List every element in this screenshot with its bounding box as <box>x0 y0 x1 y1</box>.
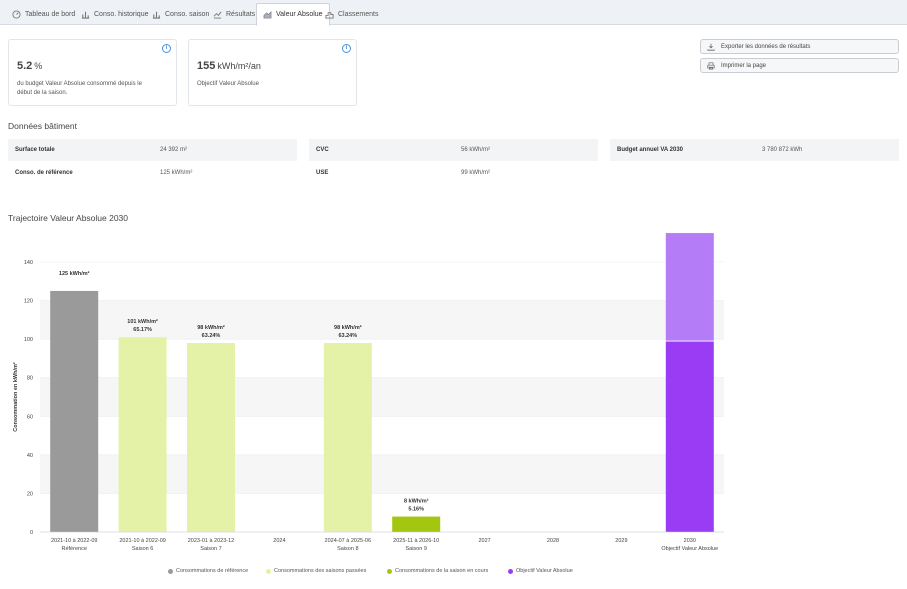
grid-band <box>40 300 724 340</box>
data-use: USE 99 kWh/m² <box>309 162 598 184</box>
legend-item-reference[interactable]: Consommations de référence <box>168 568 248 574</box>
x-tick-label: 2024-07 à 2025-06 <box>325 538 371 544</box>
x-tick-label: 2028 <box>547 538 559 544</box>
tab-valeur-absolue[interactable]: Valeur Absolue <box>256 3 330 26</box>
tab-label: Conso. historique <box>94 10 149 18</box>
tab-conso-saison[interactable]: Conso. saison <box>146 3 215 25</box>
kpi-budget-consumed: i 5.2% du budget Valeur Absolue consommé… <box>8 39 177 106</box>
x-tick-sublabel: Saison 9 <box>405 546 426 552</box>
tab-conso-historique[interactable]: Conso. historique <box>75 3 154 25</box>
bar-chart-icon <box>152 11 161 19</box>
chart-legend: Consommations de référence Consommations… <box>0 568 907 578</box>
printer-icon <box>707 61 715 70</box>
legend-item-current[interactable]: Consommations de la saison en cours <box>387 568 488 574</box>
x-tick-sublabel: Objectif Valeur Absolue <box>661 546 718 552</box>
x-tick-label: 2029 <box>615 538 627 544</box>
data-label-value: 101 kWh/m² <box>127 318 158 325</box>
tab-tableau-de-bord[interactable]: Tableau de bord <box>6 3 81 25</box>
kpi-value: 5.2% <box>17 60 43 72</box>
bar-objective-remaining <box>665 233 714 342</box>
data-label-value: 98 kWh/m² <box>197 324 225 331</box>
x-tick-label: 2030 <box>684 538 696 544</box>
y-tick-label: 60 <box>27 414 33 420</box>
bar-reference <box>50 290 99 532</box>
x-tick-label: 2023-01 à 2023-12 <box>188 538 234 544</box>
data-label-percent: 65.17% <box>133 327 152 333</box>
x-tick-sublabel: Saison 8 <box>337 546 358 552</box>
y-tick-label: 140 <box>24 260 33 266</box>
print-page-button[interactable]: Imprimer la page <box>700 58 899 73</box>
x-tick-label: 2021-10 à 2022-09 <box>51 538 97 544</box>
bar-past <box>323 343 372 532</box>
podium-icon <box>325 11 334 19</box>
trajectory-chart: 0 20 40 60 80 100 120 140 Consommation en kWh/m²… <box>12 233 724 552</box>
data-label-value: 98 kWh/m² <box>334 324 362 331</box>
data-label-value: 8 kWh/m² <box>404 498 429 505</box>
kpi-description: du budget Valeur Absolue consommé depuis… <box>17 81 142 96</box>
export-results-button[interactable]: Exporter les données de résultats <box>700 39 899 54</box>
tab-label: Résultats <box>226 10 256 18</box>
download-icon <box>707 43 715 51</box>
kpi-objective: i 155 kWh/m²/an Objectif Valeur Absolue <box>188 39 357 106</box>
y-tick-label: 0 <box>30 530 33 536</box>
legend-item-past[interactable]: Consommations des saisons passées <box>266 568 366 574</box>
y-axis-label: Consommation en kWh/m² <box>12 362 19 432</box>
y-tick-label: 120 <box>24 299 33 305</box>
data-label-percent: 63.24% <box>202 333 221 339</box>
y-tick-label: 20 <box>27 491 33 497</box>
bar-past <box>118 337 167 532</box>
x-tick-label: 2025-11 à 2026-10 <box>393 538 439 544</box>
bar-objective <box>665 341 714 532</box>
data-surface-totale: Surface totale 24 392 m² <box>8 139 297 161</box>
kpi-value: 155 kWh/m²/an <box>197 60 261 72</box>
legend-item-objective[interactable]: Objectif Valeur Absolue <box>508 568 573 574</box>
area-chart-icon <box>263 11 272 19</box>
kpi-description: Objectif Valeur Absolue <box>197 81 259 87</box>
info-icon[interactable]: i <box>342 44 351 53</box>
data-label-value: 125 kWh/m² <box>59 270 90 277</box>
tab-label: Classements <box>338 10 379 18</box>
data-label-percent: 63.24% <box>338 333 357 339</box>
y-tick-label: 100 <box>24 337 33 343</box>
x-tick-label: 2021-10 à 2022-09 <box>119 538 165 544</box>
tab-label: Conso. saison <box>165 10 210 18</box>
bar-current <box>392 516 441 532</box>
dashboard-icon <box>12 9 21 19</box>
tab-bar: Tableau de bord Conso. historique Conso.… <box>0 0 907 26</box>
x-tick-label: 2027 <box>478 538 490 544</box>
y-tick-label: 40 <box>27 453 33 459</box>
bar-past <box>187 343 235 532</box>
x-tick-sublabel: Référence <box>62 546 87 552</box>
building-data-title: Données bâtiment <box>8 121 77 131</box>
data-budget-annuel: Budget annuel VA 2030 3 780 872 kWh <box>610 139 899 161</box>
x-tick-sublabel: Saison 6 <box>132 546 153 552</box>
info-icon[interactable]: i <box>162 44 171 53</box>
chart-title: Trajectoire Valeur Absolue 2030 <box>8 213 129 223</box>
x-tick-label: 2024 <box>273 538 285 544</box>
data-label-percent: 5.16% <box>408 507 424 513</box>
y-tick-label: 80 <box>27 376 33 382</box>
tab-label: Tableau de bord <box>25 10 76 18</box>
data-cvc: CVC 56 kWh/m² <box>309 139 598 161</box>
line-chart-icon <box>213 11 222 19</box>
tab-classements[interactable]: Classements <box>319 3 384 25</box>
data-conso-reference: Conso. de référence 125 kWh/m² <box>8 162 297 184</box>
bar-chart-icon <box>81 11 90 19</box>
x-tick-sublabel: Saison 7 <box>200 546 221 552</box>
tab-label: Valeur Absolue <box>276 11 323 18</box>
tab-resultats[interactable]: Résultats <box>207 3 261 25</box>
